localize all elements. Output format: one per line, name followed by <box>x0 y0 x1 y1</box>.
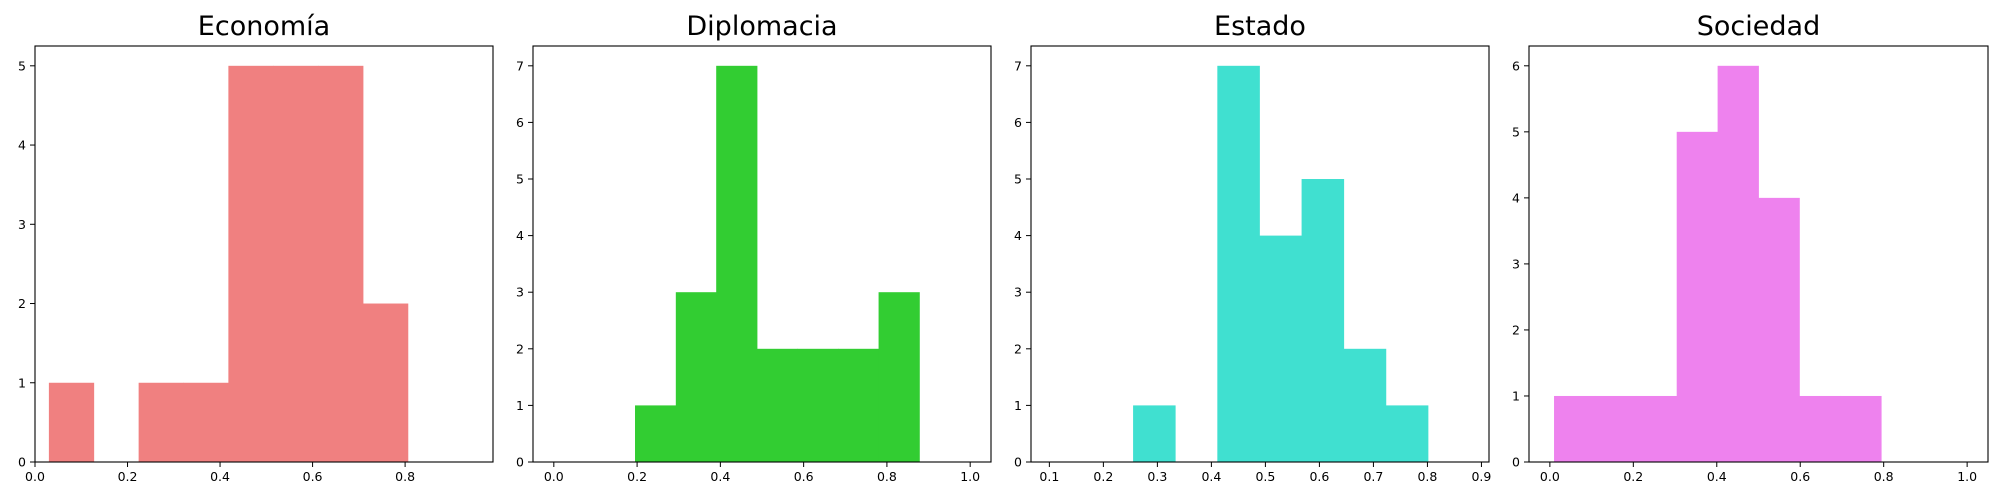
x-tick-label: 0.4 <box>1707 469 1727 484</box>
chart-title: Economía <box>198 11 330 42</box>
y-tick-label: 7 <box>1014 58 1022 73</box>
y-tick-label: 4 <box>18 138 26 153</box>
y-tick-label: 0 <box>1014 455 1022 470</box>
y-tick-label: 2 <box>18 296 26 311</box>
y-tick-label: 2 <box>1512 322 1520 337</box>
x-tick-label: 0.0 <box>25 469 45 484</box>
axes-frame <box>1030 45 1490 463</box>
y-tick-label: 6 <box>1512 58 1520 73</box>
axes-frame <box>532 45 992 463</box>
x-tick-label: 0.2 <box>118 469 138 484</box>
x-tick-label: 0.4 <box>1201 469 1221 484</box>
x-tick-label: 0.6 <box>1309 469 1329 484</box>
histogram-bar <box>1385 405 1429 462</box>
histogram-bar <box>1594 395 1637 462</box>
histogram-bar <box>363 303 409 462</box>
histogram-bar <box>48 382 95 462</box>
y-tick-label: 2 <box>1014 341 1022 356</box>
x-tick-label: 0.8 <box>1874 469 1894 484</box>
chart-title: Estado <box>1214 11 1306 42</box>
x-tick-label: 0.8 <box>395 469 415 484</box>
histogram-bar <box>716 65 758 462</box>
histogram-bar <box>1217 65 1260 462</box>
histogram-bar <box>1554 395 1596 462</box>
x-tick-label: 1.0 <box>1957 469 1977 484</box>
histogram-bar <box>1301 179 1345 462</box>
x-tick-label: 0.6 <box>1790 469 1810 484</box>
chart-panel-2: Diplomacia 0.0 0.2 0.4 0.6 0.8 1.0 0 1 2 3 4 5 6 7 <box>516 11 992 484</box>
chart-title: Diplomacia <box>686 11 837 42</box>
histogram-bar <box>318 65 364 462</box>
histogram-bar <box>1133 405 1176 462</box>
x-tick-label: 0.0 <box>544 469 564 484</box>
y-tick-label: 4 <box>516 228 524 243</box>
histogram-bar <box>1343 348 1387 462</box>
y-tick-label: 5 <box>1014 172 1022 187</box>
y-tick-label: 1 <box>1014 398 1022 413</box>
y-tick-label: 5 <box>18 58 26 73</box>
histogram-bar <box>1676 131 1718 462</box>
histogram-bar <box>1717 65 1759 462</box>
chart-title: Sociedad <box>1697 11 1820 42</box>
histogram-bar <box>675 292 717 462</box>
chart-panel-1: Economía 0.0 0.2 0.4 0.6 0.8 0 1 2 3 4 5 <box>18 11 494 484</box>
x-tick-label: 0.4 <box>210 469 230 484</box>
histogram-bar <box>1259 235 1302 462</box>
y-tick-label: 4 <box>1512 190 1520 205</box>
histogram-bar <box>757 348 798 462</box>
x-tick-label: 0.8 <box>877 469 897 484</box>
y-tick-label: 1 <box>1512 388 1520 403</box>
y-tick-label: 3 <box>1014 285 1022 300</box>
histogram-bar <box>1840 395 1882 462</box>
y-tick-label: 6 <box>516 115 524 130</box>
y-tick-label: 3 <box>516 285 524 300</box>
histogram-bar <box>635 405 677 462</box>
histogram-bar <box>1635 395 1678 462</box>
axes-frame <box>1528 45 1989 463</box>
x-tick-label: 0.0 <box>1540 469 1560 484</box>
y-tick-label: 1 <box>18 375 26 390</box>
x-tick-label: 0.2 <box>1623 469 1643 484</box>
x-tick-label: 0.2 <box>627 469 647 484</box>
x-tick-label: 0.5 <box>1255 469 1275 484</box>
y-tick-label: 0 <box>1512 455 1520 470</box>
x-tick-label: 0.4 <box>710 469 730 484</box>
y-tick-label: 3 <box>18 217 26 232</box>
x-tick-label: 1.0 <box>960 469 980 484</box>
x-tick-label: 0.3 <box>1147 469 1167 484</box>
histogram-bar <box>183 382 229 462</box>
histogram-bar <box>138 382 184 462</box>
y-tick-label: 5 <box>516 172 524 187</box>
y-tick-label: 3 <box>1512 256 1520 271</box>
histogram-bar <box>1758 197 1800 462</box>
x-tick-label: 0.6 <box>794 469 814 484</box>
x-tick-label: 0.6 <box>303 469 323 484</box>
x-tick-label: 0.9 <box>1471 469 1491 484</box>
histogram-bar <box>797 348 839 462</box>
y-tick-label: 1 <box>516 398 524 413</box>
y-tick-label: 7 <box>516 58 524 73</box>
y-tick-label: 4 <box>1014 228 1022 243</box>
histogram-bar <box>878 292 920 462</box>
x-tick-label: 0.1 <box>1039 469 1059 484</box>
y-tick-label: 0 <box>516 455 524 470</box>
y-tick-label: 6 <box>1014 115 1022 130</box>
x-tick-label: 0.7 <box>1363 469 1383 484</box>
histogram-bar <box>228 65 274 462</box>
chart-panel-3: Estado 0.1 0.2 0.3 0.4 0.5 0.6 0.7 0.8 0.9 0 1 2 3 4 5 6… <box>1014 11 1491 484</box>
histogram-bar <box>273 65 319 462</box>
x-tick-label: 0.2 <box>1093 469 1113 484</box>
y-tick-label: 2 <box>516 341 524 356</box>
y-tick-label: 5 <box>1512 124 1520 139</box>
y-tick-label: 0 <box>18 455 26 470</box>
histogram-bar <box>1799 395 1841 462</box>
x-tick-label: 0.8 <box>1417 469 1437 484</box>
chart-panel-4: Sociedad 0.0 0.2 0.4 0.6 0.8 1.0 0 1 2 3 4 5 6 <box>1512 11 1989 484</box>
axes-frame <box>34 45 494 463</box>
histogram-bar <box>838 348 879 462</box>
